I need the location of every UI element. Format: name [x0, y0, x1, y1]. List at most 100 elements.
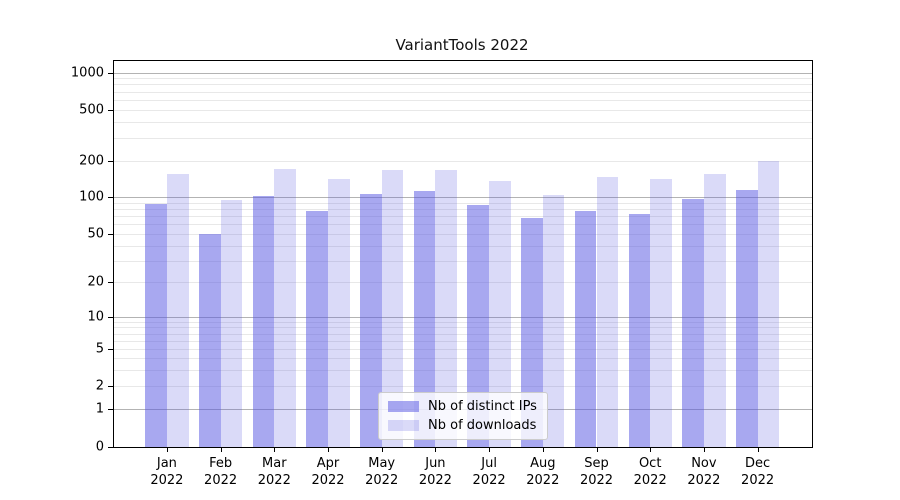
y-gridline-minor: [114, 260, 812, 262]
x-axis-tick-label-year: 2022: [204, 473, 238, 488]
y-gridline-minor: [114, 137, 812, 139]
legend-label: Nb of downloads: [428, 418, 537, 433]
y-axis-tick-label: 5: [95, 341, 104, 357]
bar-downloads: [328, 179, 350, 447]
x-axis-tick-label: Sep 2022: [580, 455, 613, 489]
x-axis-tick-label-year: 2022: [311, 473, 345, 488]
y-gridline-minor: [114, 327, 812, 329]
bar-distinct-ips: [521, 218, 543, 447]
y-gridline-minor: [114, 349, 812, 350]
bar-distinct-ips: [628, 213, 651, 447]
y-gridline-minor: [114, 224, 812, 226]
y-gridline-minor: [114, 369, 812, 371]
bar-distinct-ips: [360, 193, 382, 447]
x-axis-tick-label-year: 2022: [633, 473, 667, 488]
y-axis-tick-label: 50: [87, 226, 104, 242]
bar-downloads: [542, 195, 565, 447]
y-axis-tick-mark: [108, 197, 114, 198]
x-axis-tick-label-month: Mar: [262, 456, 287, 471]
bar-distinct-ips: [413, 190, 436, 447]
x-axis-tick-label-month: Nov: [691, 456, 717, 471]
y-gridline-minor: [114, 202, 812, 204]
y-axis-tick-mark: [108, 447, 114, 448]
y-axis-tick-label: 10: [87, 309, 104, 325]
y-axis-tick-mark: [108, 109, 114, 111]
y-gridline-major: [114, 317, 812, 318]
y-gridline-minor: [114, 282, 812, 283]
y-gridline-minor: [114, 321, 812, 323]
y-axis-tick-label: 1: [95, 401, 104, 417]
bar-distinct-ips: [682, 199, 704, 447]
y-axis-tick-label: 2: [95, 378, 104, 394]
x-axis-tick-label-year: 2022: [257, 473, 291, 488]
x-axis-tick-mark: [381, 448, 383, 452]
x-axis-tick-label-year: 2022: [150, 473, 184, 488]
bar-downloads: [274, 169, 296, 447]
x-axis-tick-label-year: 2022: [365, 473, 399, 488]
x-axis-tick-mark: [274, 448, 276, 452]
x-axis-tick-label-year: 2022: [741, 473, 775, 488]
x-axis-tick-mark: [542, 448, 544, 452]
x-axis-tick-mark: [703, 448, 705, 452]
x-axis-tick-label-month: Dec: [745, 456, 771, 471]
y-gridline-minor: [114, 109, 812, 111]
y-gridline-minor: [114, 216, 812, 217]
x-axis-tick-label-month: Aug: [530, 456, 556, 471]
legend-swatch-downloads: [388, 420, 419, 431]
y-gridline-minor: [114, 91, 812, 93]
x-axis-tick-label: Jun 2022: [419, 455, 452, 489]
y-axis-tick-mark: [108, 317, 114, 318]
bar-downloads: [220, 199, 243, 447]
x-axis-tick-label-year: 2022: [526, 473, 560, 488]
y-axis-tick-label: 100: [79, 189, 104, 205]
y-axis-tick-label: 0: [95, 439, 104, 455]
x-axis-tick-label: Oct 2022: [634, 455, 667, 489]
bar-distinct-ips: [735, 189, 758, 447]
x-axis-tick-label-year: 2022: [472, 473, 506, 488]
x-axis-tick-label-month: May: [368, 456, 396, 471]
y-gridline-minor: [114, 208, 812, 210]
y-axis-tick-mark: [108, 349, 114, 350]
legend-row: Nb of downloads: [388, 418, 537, 433]
bar-downloads: [650, 178, 672, 447]
x-axis-tick-mark: [650, 448, 652, 452]
x-axis-tick-label-year: 2022: [579, 473, 614, 488]
y-gridline-minor: [114, 333, 812, 335]
y-gridline-minor: [114, 358, 812, 359]
bar-distinct-ips: [252, 196, 275, 447]
y-axis-tick-mark: [108, 160, 114, 162]
legend-box: Nb of distinct IPs Nb of downloads: [378, 392, 548, 440]
y-axis-tick-mark: [108, 72, 114, 74]
y-gridline-minor: [114, 245, 812, 247]
bar-distinct-ips: [306, 211, 328, 447]
y-gridline-minor: [114, 99, 812, 101]
x-axis-tick-label: May 2022: [365, 455, 398, 489]
y-axis-tick-mark: [108, 282, 114, 283]
x-axis-tick-label: Aug 2022: [526, 455, 559, 489]
y-gridline-minor: [114, 84, 812, 86]
y-axis-tick-label: 200: [79, 153, 104, 168]
y-gridline-minor: [114, 160, 812, 162]
x-axis-tick-mark: [757, 448, 759, 452]
x-axis-tick-label: Apr 2022: [311, 455, 344, 489]
y-gridline-minor: [114, 78, 812, 80]
bar-distinct-ips: [574, 211, 597, 447]
y-gridline-minor: [114, 121, 812, 123]
x-axis-tick-label-month: Apr: [316, 456, 340, 471]
x-axis-tick-mark: [220, 448, 222, 452]
bar-downloads: [166, 173, 189, 447]
x-axis-tick-label: Nov 2022: [687, 455, 720, 489]
x-axis-tick-mark: [489, 448, 491, 452]
y-gridline-minor: [114, 340, 812, 342]
legend-row: Nb of distinct IPs: [388, 399, 537, 414]
bar-downloads: [489, 180, 511, 447]
legend-swatch-distinct-ips: [388, 401, 419, 412]
x-axis-tick-mark: [166, 448, 168, 452]
bar-downloads: [703, 173, 726, 447]
y-gridline-major: [114, 72, 812, 74]
x-axis-tick-label: Mar 2022: [258, 455, 291, 489]
x-axis-tick-mark: [328, 448, 329, 452]
x-axis-tick-mark: [435, 448, 437, 452]
bar-distinct-ips: [145, 203, 167, 447]
